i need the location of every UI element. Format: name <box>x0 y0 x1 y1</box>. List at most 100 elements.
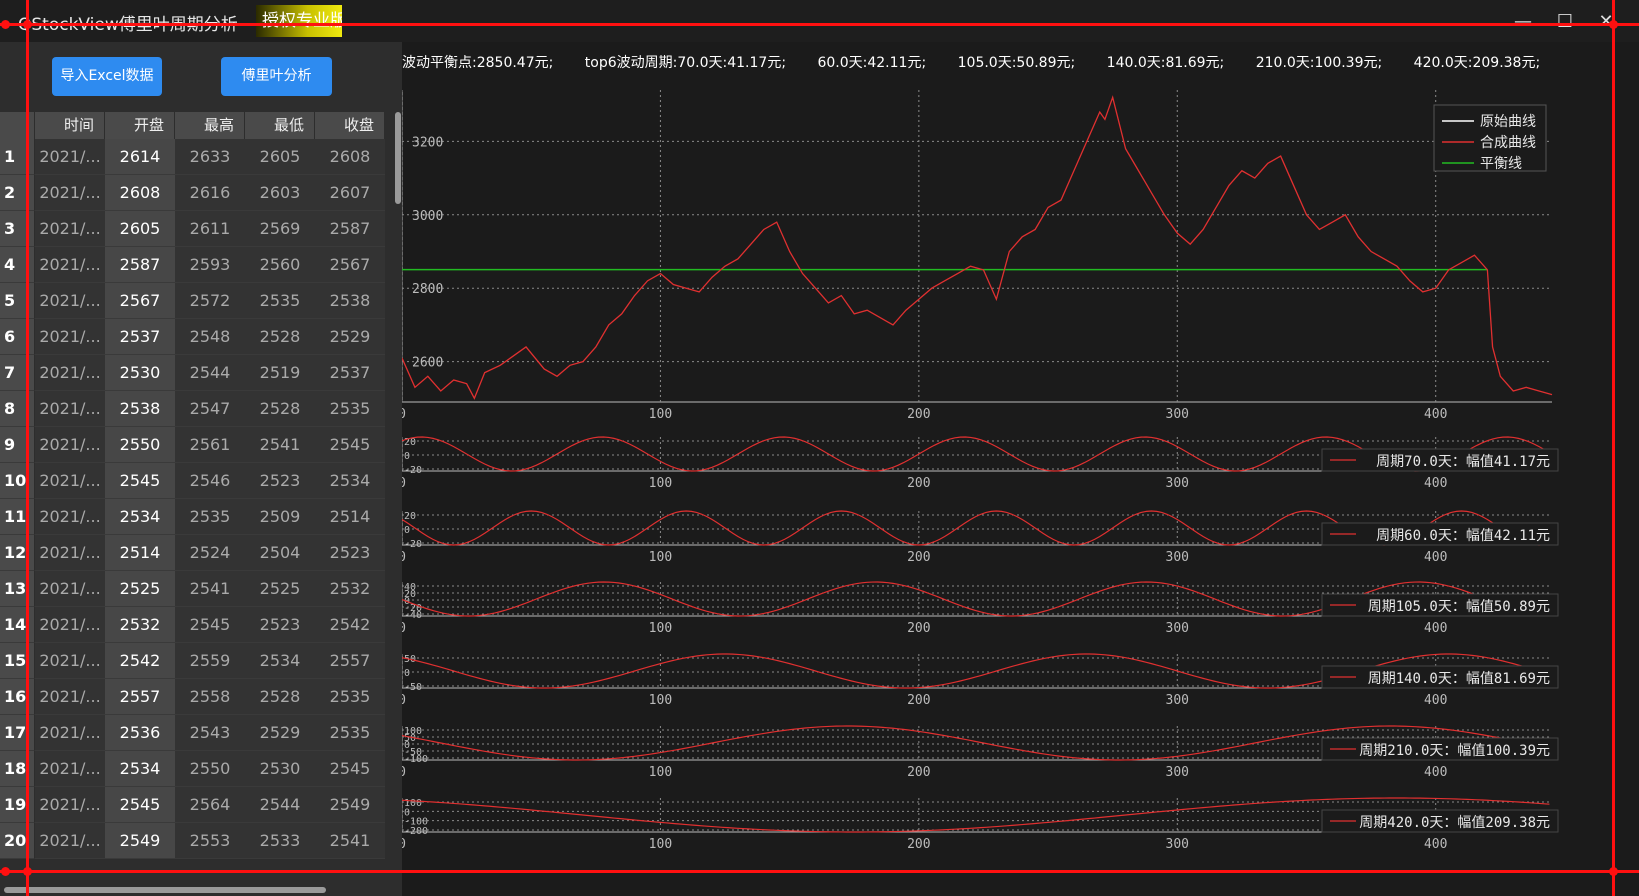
table-cell-low[interactable]: 2534 <box>245 643 315 679</box>
table-cell-open[interactable]: 2534 <box>105 751 175 787</box>
table-cell-close[interactable]: 2523 <box>315 535 385 571</box>
row-number[interactable]: 3 <box>0 211 35 247</box>
table-cell-time[interactable]: 2021/... <box>35 607 105 643</box>
table-cell-open[interactable]: 2532 <box>105 607 175 643</box>
row-number[interactable]: 16 <box>0 679 35 715</box>
table-cell-open[interactable]: 2542 <box>105 643 175 679</box>
table-cell-time[interactable]: 2021/... <box>35 427 105 463</box>
table-cell-close[interactable]: 2537 <box>315 355 385 391</box>
table-cell-time[interactable]: 2021/... <box>35 571 105 607</box>
horizontal-scrollbar[interactable] <box>0 884 392 896</box>
table-cell-high[interactable]: 2547 <box>175 391 245 427</box>
table-cell-high[interactable]: 2593 <box>175 247 245 283</box>
import-excel-button[interactable]: 导入Excel数据 <box>52 57 162 96</box>
table-cell-low[interactable]: 2528 <box>245 391 315 427</box>
row-number[interactable]: 19 <box>0 787 35 823</box>
horizontal-scrollbar-thumb[interactable] <box>4 887 326 893</box>
table-cell-time[interactable]: 2021/... <box>35 175 105 211</box>
table-cell-high[interactable]: 2611 <box>175 211 245 247</box>
table-cell-open[interactable]: 2557 <box>105 679 175 715</box>
table-cell-low[interactable]: 2504 <box>245 535 315 571</box>
vertical-scrollbar-thumb[interactable] <box>395 112 401 204</box>
table-cell-high[interactable]: 2558 <box>175 679 245 715</box>
table-cell-low[interactable]: 2603 <box>245 175 315 211</box>
table-cell-close[interactable]: 2535 <box>315 391 385 427</box>
table-cell-open[interactable]: 2549 <box>105 823 175 859</box>
table-cell-open[interactable]: 2530 <box>105 355 175 391</box>
row-number[interactable]: 8 <box>0 391 35 427</box>
row-number[interactable]: 15 <box>0 643 35 679</box>
table-cell-time[interactable]: 2021/... <box>35 463 105 499</box>
table-cell-high[interactable]: 2543 <box>175 715 245 751</box>
table-cell-time[interactable]: 2021/... <box>35 139 105 175</box>
row-number[interactable]: 4 <box>0 247 35 283</box>
table-cell-close[interactable]: 2534 <box>315 463 385 499</box>
table-cell-high[interactable]: 2541 <box>175 571 245 607</box>
table-cell-time[interactable]: 2021/... <box>35 643 105 679</box>
table-cell-low[interactable]: 2519 <box>245 355 315 391</box>
row-number[interactable]: 6 <box>0 319 35 355</box>
table-cell-low[interactable]: 2528 <box>245 319 315 355</box>
table-cell-high[interactable]: 2553 <box>175 823 245 859</box>
table-cell-time[interactable]: 2021/... <box>35 283 105 319</box>
table-cell-close[interactable]: 2535 <box>315 679 385 715</box>
data-table[interactable]: 时间 开盘 最高 最低 收盘 1 2021/... 2614 2633 2605 2608 2 2021… <box>0 112 390 872</box>
header-time[interactable]: 时间 <box>35 112 105 139</box>
table-cell-time[interactable]: 2021/... <box>35 247 105 283</box>
row-number[interactable]: 20 <box>0 823 35 859</box>
row-number[interactable]: 9 <box>0 427 35 463</box>
table-cell-high[interactable]: 2548 <box>175 319 245 355</box>
table-cell-high[interactable]: 2524 <box>175 535 245 571</box>
table-cell-close[interactable]: 2549 <box>315 787 385 823</box>
header-low[interactable]: 最低 <box>245 112 315 139</box>
table-cell-low[interactable]: 2541 <box>245 427 315 463</box>
table-cell-open[interactable]: 2538 <box>105 391 175 427</box>
table-cell-time[interactable]: 2021/... <box>35 355 105 391</box>
table-cell-high[interactable]: 2633 <box>175 139 245 175</box>
table-cell-low[interactable]: 2530 <box>245 751 315 787</box>
table-cell-open[interactable]: 2514 <box>105 535 175 571</box>
table-cell-time[interactable]: 2021/... <box>35 319 105 355</box>
row-number[interactable]: 11 <box>0 499 35 535</box>
row-number[interactable]: 14 <box>0 607 35 643</box>
table-cell-low[interactable]: 2569 <box>245 211 315 247</box>
table-cell-low[interactable]: 2509 <box>245 499 315 535</box>
table-cell-high[interactable]: 2572 <box>175 283 245 319</box>
table-cell-close[interactable]: 2545 <box>315 751 385 787</box>
table-cell-time[interactable]: 2021/... <box>35 823 105 859</box>
table-cell-low[interactable]: 2525 <box>245 571 315 607</box>
header-open[interactable]: 开盘 <box>105 112 175 139</box>
table-cell-open[interactable]: 2545 <box>105 463 175 499</box>
table-cell-close[interactable]: 2557 <box>315 643 385 679</box>
row-number[interactable]: 12 <box>0 535 35 571</box>
table-cell-time[interactable]: 2021/... <box>35 211 105 247</box>
header-rownum[interactable] <box>0 112 35 139</box>
table-cell-open[interactable]: 2587 <box>105 247 175 283</box>
table-cell-time[interactable]: 2021/... <box>35 751 105 787</box>
table-cell-high[interactable]: 2550 <box>175 751 245 787</box>
table-cell-time[interactable]: 2021/... <box>35 787 105 823</box>
table-cell-open[interactable]: 2545 <box>105 787 175 823</box>
maximize-icon[interactable]: ☐ <box>1556 11 1574 32</box>
table-cell-open[interactable]: 2550 <box>105 427 175 463</box>
table-cell-close[interactable]: 2529 <box>315 319 385 355</box>
table-cell-low[interactable]: 2535 <box>245 283 315 319</box>
table-cell-high[interactable]: 2561 <box>175 427 245 463</box>
table-cell-open[interactable]: 2536 <box>105 715 175 751</box>
header-high[interactable]: 最高 <box>175 112 245 139</box>
table-cell-close[interactable]: 2607 <box>315 175 385 211</box>
table-cell-close[interactable]: 2541 <box>315 823 385 859</box>
table-cell-close[interactable]: 2542 <box>315 607 385 643</box>
table-cell-low[interactable]: 2544 <box>245 787 315 823</box>
table-cell-close[interactable]: 2567 <box>315 247 385 283</box>
row-number[interactable]: 7 <box>0 355 35 391</box>
table-cell-low[interactable]: 2523 <box>245 463 315 499</box>
table-cell-low[interactable]: 2560 <box>245 247 315 283</box>
table-cell-close[interactable]: 2535 <box>315 715 385 751</box>
table-cell-open[interactable]: 2537 <box>105 319 175 355</box>
table-cell-open[interactable]: 2534 <box>105 499 175 535</box>
vertical-scrollbar[interactable] <box>393 112 402 872</box>
table-cell-low[interactable]: 2605 <box>245 139 315 175</box>
table-cell-open[interactable]: 2614 <box>105 139 175 175</box>
table-cell-high[interactable]: 2559 <box>175 643 245 679</box>
